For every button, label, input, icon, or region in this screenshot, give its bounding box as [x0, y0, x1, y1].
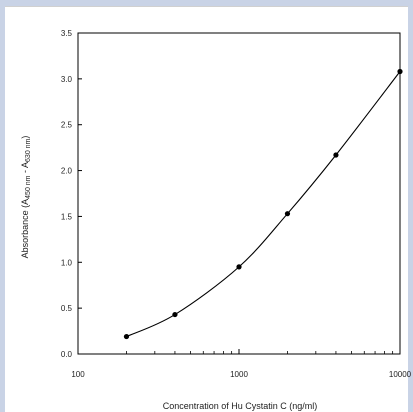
frame-top-bar [0, 0, 413, 6]
y-tick-label: 1.5 [61, 212, 73, 221]
x-tick-label: 100 [71, 370, 85, 379]
plot-frame [77, 32, 401, 355]
tick-labels: 0.0 0.5 1.0 1.5 2.0 2.5 3.0 3.5 100 1000 10000 [61, 29, 412, 379]
y-axis-title-middle: - A [20, 162, 30, 176]
data-point [397, 68, 403, 75]
tick-marks [77, 32, 401, 355]
frame-divider [5, 6, 408, 7]
y-tick-label: 2.0 [61, 167, 73, 176]
axes [77, 32, 401, 355]
y-axis-title-prefix: Absorbance (A [20, 199, 30, 259]
y-axis-title-sub2: 630 nm [25, 138, 32, 162]
y-axis-title-suffix: ) [20, 136, 30, 139]
y-tick-label: 2.5 [61, 121, 73, 130]
y-tick-label: 3.0 [61, 75, 73, 84]
y-tick-label: 0.5 [61, 304, 73, 313]
data-point [284, 211, 291, 217]
x-axis-title: Concentration of Hu Cystatin C (ng/ml) [163, 401, 318, 411]
y-tick-label: 1.0 [61, 258, 73, 267]
data-point [236, 264, 242, 270]
y-axis-title: Absorbance (A450 nm - A630 nm) [20, 136, 32, 259]
frame-right-bar [408, 0, 413, 412]
series-line [126, 71, 401, 338]
frame-left-bar [0, 0, 5, 412]
y-tick-label: 0.0 [61, 350, 73, 359]
x-tick-label: 10000 [389, 370, 412, 379]
y-axis-title-sub1: 450 nm [25, 175, 32, 199]
data-points [123, 68, 403, 340]
x-tick-label: 1000 [230, 370, 248, 379]
data-point [123, 333, 130, 340]
y-tick-label: 3.5 [61, 29, 73, 38]
data-point [172, 311, 178, 318]
data-point [333, 152, 339, 158]
